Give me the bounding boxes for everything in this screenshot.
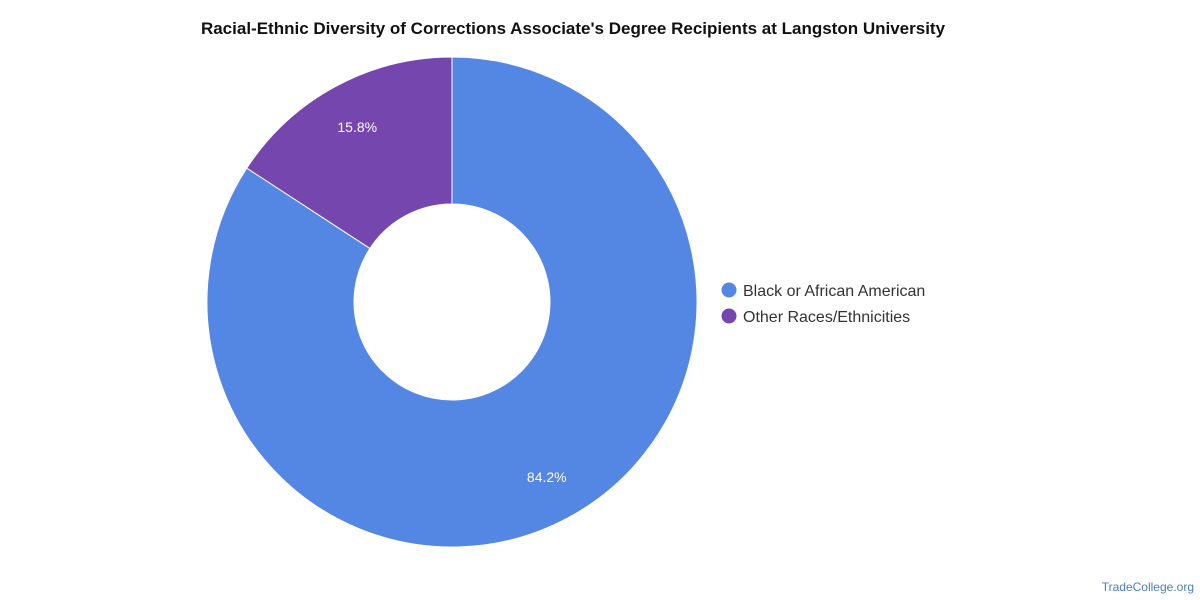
source-credit[interactable]: TradeCollege.org bbox=[1102, 580, 1194, 594]
legend-swatch-0 bbox=[721, 282, 737, 298]
legend-item-1[interactable]: Other Races/Ethnicities bbox=[721, 308, 911, 327]
slice-label-0: 84.2% bbox=[527, 469, 567, 485]
legend: Black or African American Other Races/Eth… bbox=[721, 282, 926, 327]
legend-swatch-1 bbox=[721, 308, 737, 324]
legend-label-0: Black or African American bbox=[743, 283, 925, 300]
legend-item-0[interactable]: Black or African American bbox=[721, 282, 926, 301]
slice-labels: 84.2% 15.8% bbox=[337, 119, 566, 485]
chart-title: Racial-Ethnic Diversity of Corrections A… bbox=[201, 19, 946, 38]
legend-label-1: Other Races/Ethnicities bbox=[743, 309, 910, 326]
slice-0[interactable] bbox=[206, 56, 698, 548]
donut-slices bbox=[206, 56, 698, 548]
slice-label-1: 15.8% bbox=[337, 119, 377, 135]
slice-1[interactable] bbox=[246, 56, 453, 250]
